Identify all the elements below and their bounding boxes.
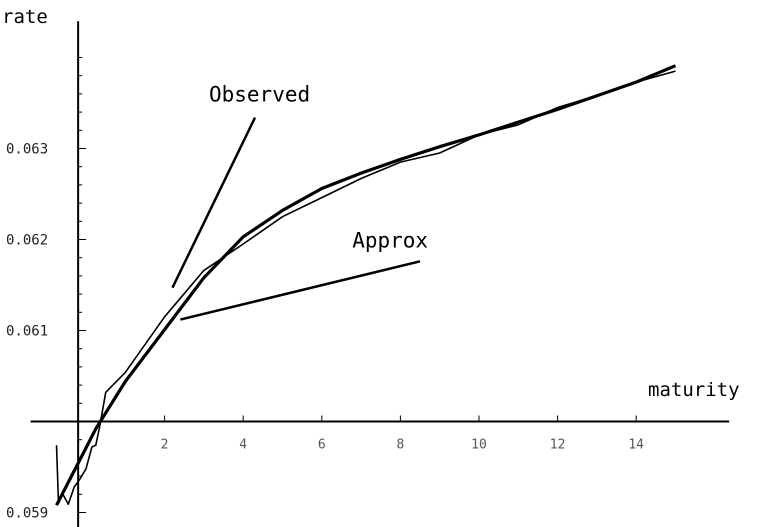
series-line-approx bbox=[55, 64, 677, 506]
axes: 2 4 6 8 10 12 14 0.059 0.061 0.062 0.063 bbox=[6, 21, 730, 527]
x-tick-label: 10 bbox=[471, 438, 487, 453]
y-tick-label: 0.062 bbox=[6, 233, 48, 249]
y-axis-label: rate bbox=[2, 6, 48, 28]
x-tick-label: 12 bbox=[550, 438, 566, 453]
x-tick-label: 4 bbox=[239, 438, 247, 453]
x-tick-label: 2 bbox=[161, 438, 169, 453]
annotation-line-observed bbox=[171, 117, 257, 289]
y-tick-label: 0.063 bbox=[6, 142, 48, 158]
annotation-label-observed: Observed bbox=[209, 83, 310, 107]
x-axis-label: maturity bbox=[648, 379, 740, 401]
series-lines bbox=[55, 64, 677, 506]
x-tick-label: 14 bbox=[628, 438, 644, 453]
y-tick-label: 0.059 bbox=[6, 506, 48, 522]
x-tick-label: 8 bbox=[396, 438, 404, 453]
y-tick-label: 0.061 bbox=[6, 324, 48, 340]
x-tick-label: 6 bbox=[318, 438, 326, 453]
annotations: Observed Approx bbox=[171, 83, 428, 321]
series-line-observed bbox=[55, 70, 676, 506]
annotation-line-approx bbox=[180, 260, 421, 321]
annotation-label-approx: Approx bbox=[352, 228, 428, 252]
